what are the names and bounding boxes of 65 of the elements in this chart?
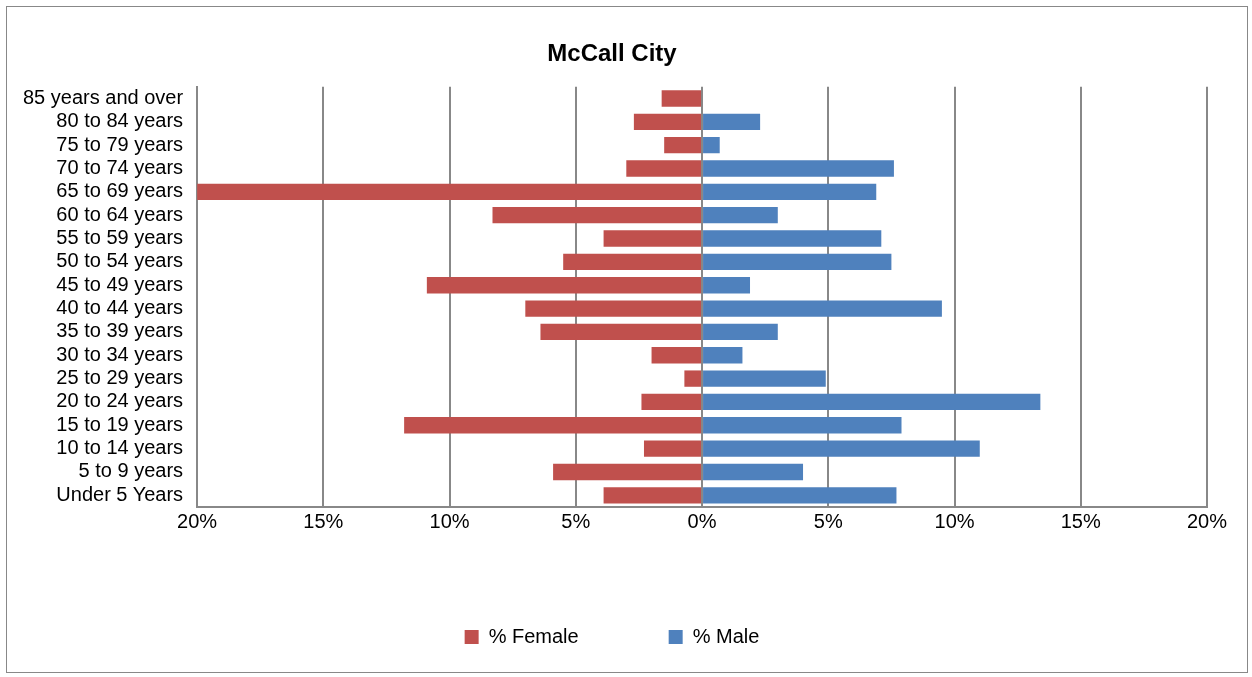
y-tick-label: 50 to 54 years (56, 249, 184, 272)
bar (643, 440, 702, 457)
bar (197, 183, 702, 201)
x-tick-label: 10% (429, 509, 470, 532)
y-tick-label: 35 to 39 years (56, 319, 184, 342)
bar (664, 136, 702, 154)
bar (703, 487, 897, 504)
y-tick-label: 55 to 59 years (56, 226, 184, 249)
bar (703, 323, 778, 341)
bar (626, 160, 702, 177)
bar (703, 253, 892, 271)
bar (703, 230, 882, 247)
bar (603, 230, 702, 247)
x-tick-label: 10% (934, 509, 975, 532)
bar (684, 370, 702, 387)
bar (703, 463, 804, 481)
y-tick-label: 30 to 34 years (56, 342, 184, 365)
bar (703, 136, 720, 154)
bar (703, 370, 826, 387)
x-tick-label: 5% (813, 509, 843, 532)
bar (633, 113, 702, 130)
y-tick-label: 60 to 64 years (56, 202, 184, 225)
y-tick-label: 10 to 14 years (56, 436, 184, 459)
bar (703, 277, 751, 294)
x-tick-label: 0% (687, 509, 717, 532)
bar (525, 300, 702, 317)
bar (651, 347, 702, 364)
bar (703, 207, 778, 224)
bar (603, 487, 702, 504)
bar (426, 277, 702, 294)
bar (404, 417, 702, 434)
y-tick-label: Under 5 Years (56, 482, 184, 505)
y-tick-label: 75 to 79 years (56, 132, 184, 155)
y-tick-label: 85 years and over (22, 85, 184, 108)
x-tick-label: 5% (561, 509, 591, 532)
y-tick-label: 65 to 69 years (56, 179, 184, 202)
legend-label: % Male (692, 624, 760, 647)
bar (703, 183, 877, 201)
x-tick-label: 15% (303, 509, 344, 532)
bar (661, 90, 702, 107)
x-tick-label: 20% (1186, 509, 1228, 532)
legend-label: % Female (488, 624, 579, 647)
bar (703, 347, 743, 364)
bar (492, 207, 702, 224)
bar (703, 417, 902, 434)
y-tick-label: 80 to 84 years (56, 109, 184, 132)
y-tick-label: 45 to 49 years (56, 272, 184, 295)
bar (703, 440, 980, 457)
x-tick-label: 15% (1060, 509, 1101, 532)
chart-title: McCall City (547, 39, 678, 67)
y-tick-label: 20 to 24 years (56, 389, 184, 412)
bar (703, 300, 942, 317)
bar (703, 113, 761, 130)
x-tick-label: 20% (177, 509, 218, 532)
bar (553, 463, 702, 481)
y-tick-label: 40 to 44 years (56, 296, 184, 319)
bar (703, 160, 894, 177)
bar (540, 323, 702, 341)
bar (641, 393, 702, 411)
y-tick-label: 15 to 19 years (56, 412, 184, 435)
y-tick-label: 25 to 29 years (56, 366, 184, 389)
bar (563, 253, 702, 271)
y-tick-label: 70 to 74 years (56, 156, 184, 179)
y-tick-label: 5 to 9 years (78, 459, 184, 482)
bar (703, 393, 1041, 411)
